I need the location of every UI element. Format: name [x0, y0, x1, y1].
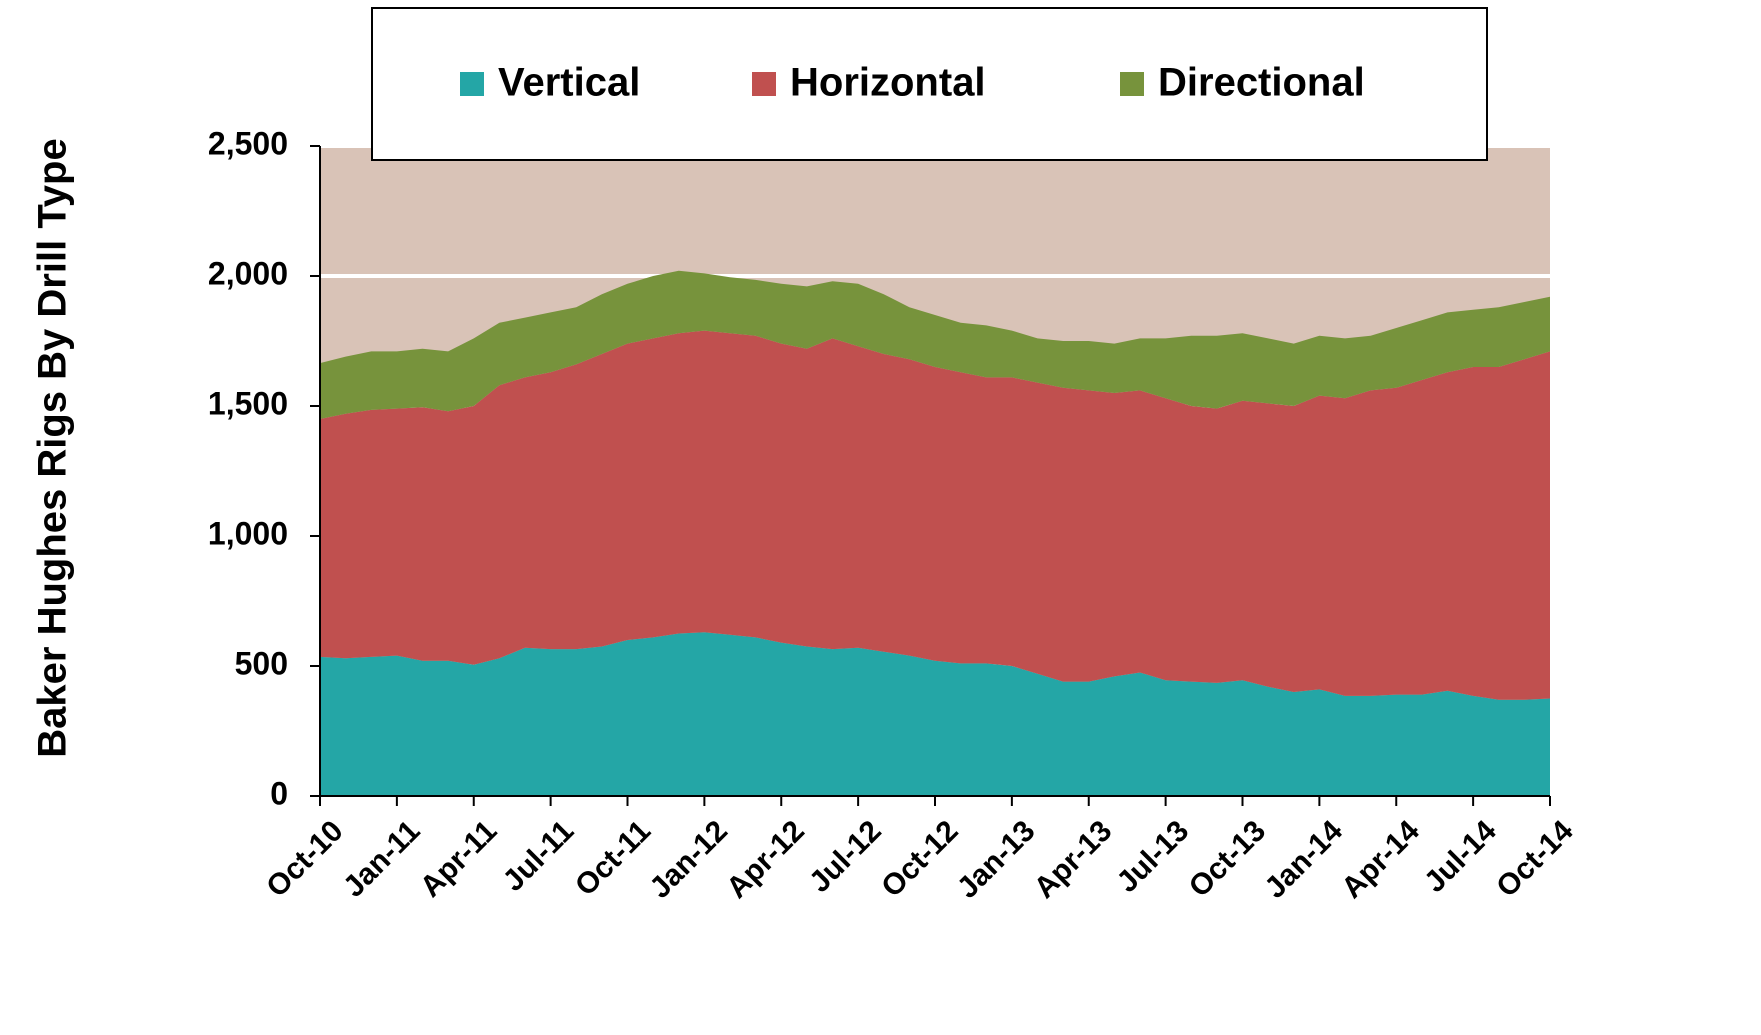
x-tick-label: Oct-14: [1490, 814, 1580, 904]
x-tick-label: Apr-14: [1335, 814, 1426, 905]
x-tick-label: Oct-13: [1183, 814, 1272, 903]
y-tick-label: 1,500: [208, 385, 288, 421]
x-tick-label: Jan-12: [643, 814, 734, 905]
x-tick-label: Oct-11: [569, 814, 657, 902]
legend-label: Horizontal: [790, 61, 986, 105]
area: [320, 270, 1550, 419]
x-tick-label: Jan-11: [337, 814, 426, 903]
y-tick-label: 500: [235, 645, 288, 681]
y-tick-label: 0: [270, 775, 288, 811]
x-tick-label: Jul-12: [803, 814, 888, 899]
x-tick-label: Jul-14: [1418, 814, 1503, 899]
y-tick-label: 2,500: [208, 125, 288, 161]
x-tick-label: Jul-11: [497, 814, 580, 897]
x-tick-label: Jul-13: [1111, 814, 1196, 899]
x-tick-label: Apr-13: [1028, 814, 1119, 905]
x-tick-label: Oct-10: [260, 814, 349, 903]
y-axis-title: Baker Hughes Rigs By Drill Type: [31, 138, 75, 757]
x-tick-label: Apr-11: [414, 814, 503, 903]
legend-swatch: [1120, 72, 1144, 96]
area: [320, 632, 1550, 796]
legend-label: Directional: [1158, 61, 1365, 105]
legend-swatch: [460, 72, 484, 96]
x-tick-label: Jan-13: [951, 814, 1042, 905]
legend-label: Vertical: [498, 61, 640, 105]
legend-swatch: [752, 72, 776, 96]
legend-box: [371, 7, 1488, 161]
area: [320, 330, 1550, 700]
y-tick-label: 1,000: [208, 515, 288, 551]
x-tick-label: Jan-14: [1258, 814, 1349, 905]
x-tick-label: Apr-12: [720, 814, 811, 905]
y-tick-label: 2,000: [208, 255, 288, 291]
x-tick-label: Oct-12: [875, 814, 964, 903]
